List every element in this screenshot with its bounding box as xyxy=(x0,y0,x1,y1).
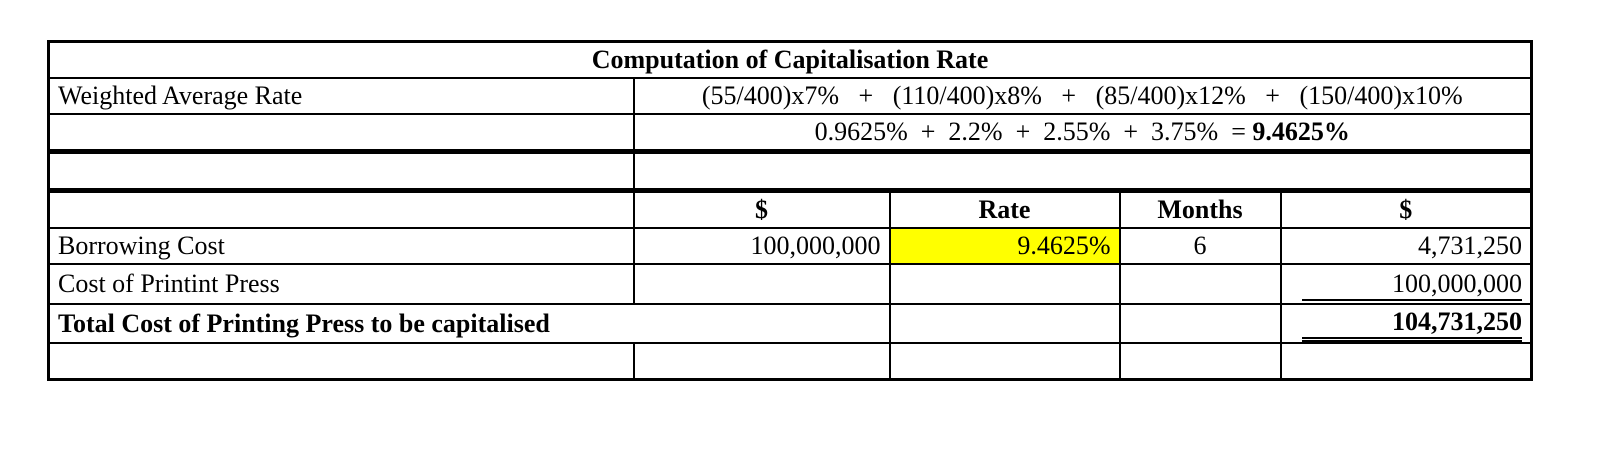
empty-cell xyxy=(1118,303,1282,344)
empty-cell xyxy=(888,303,1121,344)
empty-cell xyxy=(1279,342,1533,381)
empty-cell xyxy=(1118,342,1282,381)
empty-cell xyxy=(1118,263,1282,305)
column-header: $ xyxy=(1279,188,1533,229)
empty-cell xyxy=(632,263,891,305)
empty-cell xyxy=(47,113,635,153)
empty-cell xyxy=(47,342,635,381)
empty-cell xyxy=(888,342,1121,381)
months: 6 xyxy=(1118,227,1282,265)
result: 9.4625% xyxy=(1252,117,1350,146)
total: 100,000,000 xyxy=(1302,269,1522,301)
row-label: Total Cost of Printing Press to be capit… xyxy=(47,303,890,344)
amount: 100,000,000 xyxy=(632,227,891,265)
table-title: Computation of Capitalisation Rate xyxy=(47,40,1533,79)
rate: 9.4625% xyxy=(888,227,1121,265)
working: 0.9625% + 2.2% + 2.55% + 3.75% = xyxy=(814,117,1246,146)
empty-cell xyxy=(888,263,1121,305)
grand-total: 104,731,250 xyxy=(1302,307,1522,341)
empty-cell xyxy=(47,149,635,192)
empty-cell xyxy=(632,149,1533,192)
total-cell: 100,000,000 xyxy=(1279,263,1533,305)
row-label: Borrowing Cost xyxy=(47,227,635,265)
formula: (55/400)x7% + (110/400)x8% + (85/400)x12… xyxy=(632,77,1533,115)
capitalisation-table: Computation of Capitalisation Rate Weigh… xyxy=(47,40,1533,381)
column-header: Months xyxy=(1118,188,1282,229)
grand-total-cell: 104,731,250 xyxy=(1279,303,1533,344)
empty-cell xyxy=(632,342,891,381)
working-cell: 0.9625% + 2.2% + 2.55% + 3.75% = 9.4625% xyxy=(632,113,1533,153)
total: 4,731,250 xyxy=(1279,227,1533,265)
column-header: $ xyxy=(632,188,891,229)
row-label: Weighted Average Rate xyxy=(47,77,635,115)
row-label: Cost of Printint Press xyxy=(47,263,635,305)
column-header: Rate xyxy=(888,188,1121,229)
empty-cell xyxy=(47,188,635,229)
